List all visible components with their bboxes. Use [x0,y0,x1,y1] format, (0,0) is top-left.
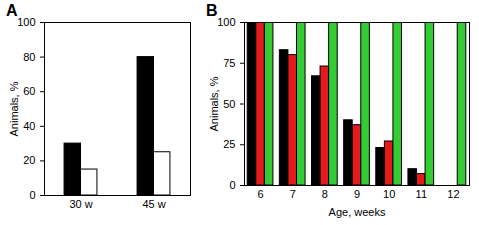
svg-text:9: 9 [354,188,360,200]
svg-text:11: 11 [416,188,427,200]
svg-text:Animals, %: Animals, % [8,81,20,136]
svg-text:30 w: 30 w [69,198,92,210]
svg-text:6: 6 [258,188,264,200]
svg-text:50: 50 [223,98,235,110]
svg-text:40: 40 [23,120,35,132]
svg-text:12: 12 [447,188,459,200]
svg-text:80: 80 [23,51,35,63]
svg-text:45 w: 45 w [142,198,165,210]
svg-text:0: 0 [229,179,235,191]
html-text:A: A [6,2,18,19]
svg-text:Animals, %: Animals, % [208,76,220,131]
svg-text:Age, weeks: Age, weeks [329,206,386,218]
svg-text:25: 25 [223,138,235,150]
svg-text:7: 7 [290,188,296,200]
svg-text:10: 10 [383,188,395,200]
svg-text:0: 0 [29,189,35,201]
svg-text:75: 75 [223,57,235,69]
svg-text:20: 20 [23,154,35,166]
html-text:B: B [206,2,218,19]
svg-text:8: 8 [322,188,328,200]
svg-text:60: 60 [23,85,35,97]
svg-text:100: 100 [217,16,235,28]
svg-text:100: 100 [17,16,35,28]
